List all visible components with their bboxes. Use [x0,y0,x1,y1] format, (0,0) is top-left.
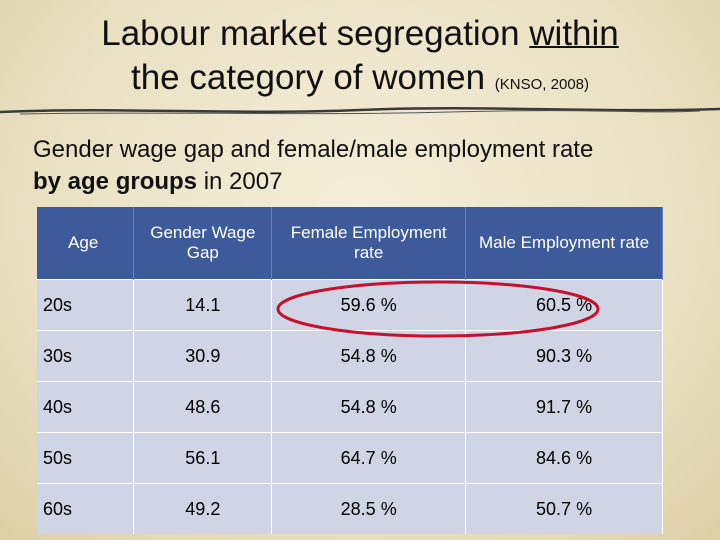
header-cell: Male Employment rate [465,207,663,280]
table-cell: 49.2 [133,483,273,534]
table-row: 20s 14.1 59.6 % 60.5 % [37,279,663,331]
title-tail: the category of women [130,58,486,97]
table-cell: 20s [37,279,135,331]
table-cell: 54.8 % [271,330,467,382]
table-cell: 14.1 [133,279,273,331]
table-cell: 50.7 % [465,483,663,534]
title-underlined: within [529,14,619,53]
table-cell: 84.6 % [465,432,663,484]
table-cell: 60s [37,483,135,534]
title-source: (KNSO, 2008) [494,76,590,93]
table-cell: 28.5 % [271,483,467,534]
subtitle-bold: by age groups [33,168,198,195]
table-cell: 50s [37,432,135,484]
decorative-rule [0,107,720,115]
table-row: 30s 30.9 54.8 % 90.3 % [37,330,663,382]
header-cell: Female Employment rate [271,207,467,280]
table-cell: 90.3 % [465,330,663,382]
header-row: Age Gender Wage Gap Female Employment rate… [37,207,663,280]
table-cell: 30.9 [133,330,273,382]
slide-title: Labour market segregation within the cat… [0,12,720,107]
table-cell: 48.6 [133,381,273,433]
table-row: 40s 48.6 54.8 % 91.7 % [37,381,663,433]
header-cell: Age [37,207,135,280]
table-cell: 40s [37,381,135,433]
table-cell: 60.5 % [465,279,663,331]
table-cell: 54.8 % [271,381,467,433]
subtitle: Gender wage gap and female/male employme… [33,134,703,198]
title-lead: Labour market segregation [101,14,520,53]
table-cell: 30s [37,330,135,382]
table-cell: 56.1 [133,432,273,484]
table-cell: 59.6 % [271,279,467,331]
subtitle-lead: Gender wage gap and female/male employme… [33,136,594,163]
table-body: 20s 14.1 59.6 % 60.5 % 30s 30.9 54.8 % 90.3 % 40… [37,279,663,534]
table-row: 60s 49.2 28.5 % 50.7 % [37,483,663,534]
header-cell: Gender Wage Gap [133,207,273,280]
table-cell: 64.7 % [271,432,467,484]
subtitle-tail: in 2007 [203,168,283,195]
data-table: Age Gender Wage Gap Female Employment rate… [37,207,663,534]
table-cell: 91.7 % [465,381,663,433]
table-row: 50s 56.1 64.7 % 84.6 % [37,432,663,484]
